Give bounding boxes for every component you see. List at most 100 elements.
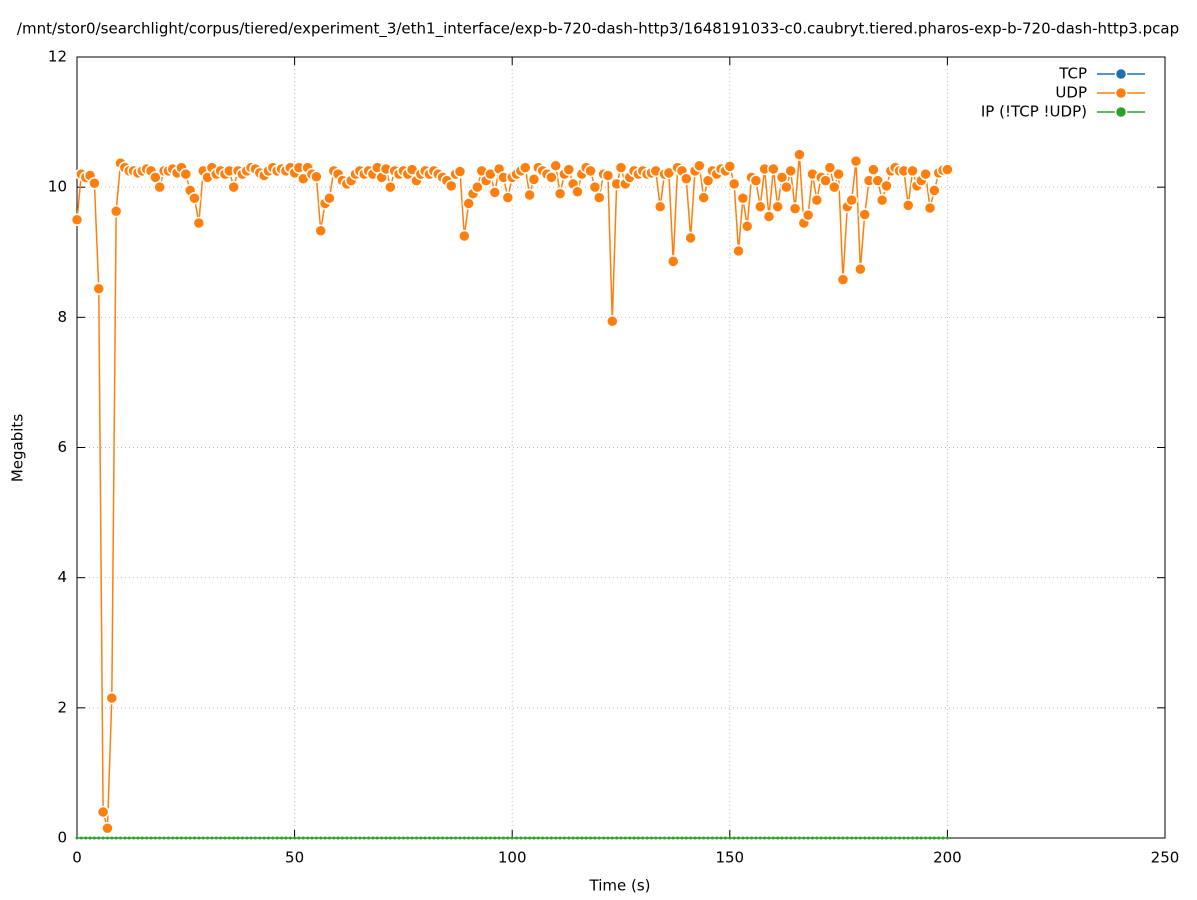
data-point [423,836,427,840]
data-point [519,161,532,174]
data-point [375,836,379,840]
data-point [876,836,880,840]
data-point [723,160,737,173]
data-point [528,836,532,840]
data-point [819,836,823,840]
data-point [123,836,127,840]
data-point [875,193,889,207]
data-point [880,179,893,193]
data-point [658,836,662,840]
data-point [784,164,797,178]
data-point [854,836,858,840]
data-point [506,836,510,840]
data-point [671,836,675,840]
data-point [797,836,801,840]
data-point [749,174,763,187]
data-point [306,836,310,840]
data-point [789,836,793,840]
data-point [101,836,105,840]
data-point [832,167,845,181]
data-point [523,836,527,840]
data-point [262,836,266,840]
data-point [458,229,471,243]
data-point [636,836,640,840]
data-point [532,836,536,840]
data-point [480,836,484,840]
data-point [841,836,845,840]
data-point [105,836,109,840]
data-point [745,836,749,840]
y-tick-label: 6 [57,438,67,456]
data-point [388,836,392,840]
data-point [693,159,706,172]
data-point [340,836,344,840]
data-point [663,836,667,840]
data-point [837,836,841,840]
data-point [884,836,888,840]
data-point [323,191,336,205]
data-point [88,177,101,190]
data-point [536,836,540,840]
data-point [919,167,932,181]
data-point [941,836,945,840]
data-point [493,836,497,840]
data-point [889,836,893,840]
data-point [684,836,688,840]
data-point [628,836,632,840]
data-point [602,836,606,840]
data-point [236,836,240,840]
data-point [253,836,257,840]
data-point [902,836,906,840]
data-point [362,836,366,840]
data-point [371,836,375,840]
data-point [571,836,575,840]
data-point [501,836,505,840]
data-point [166,836,170,840]
data-point [188,191,201,205]
data-point [784,836,788,840]
data-point [96,805,110,819]
data-point [854,262,867,276]
data-point [384,180,397,194]
y-tick-label: 2 [57,698,67,716]
data-point [523,188,536,202]
data-point [906,164,919,178]
data-point [945,836,949,840]
data-point [893,836,897,840]
data-point [680,836,684,840]
data-point [758,836,762,840]
data-point [345,836,349,840]
y-axis-label: Megabits [9,414,27,482]
data-point [70,213,84,226]
data-point [723,836,727,840]
data-point [867,163,880,176]
data-point [832,836,836,840]
data-point [132,836,136,840]
data-point [606,314,619,328]
data-point [615,836,619,840]
data-point [767,836,771,840]
legend-marker [1114,67,1128,81]
data-point [175,836,179,840]
data-point [527,173,541,186]
data-point [188,836,192,840]
data-point [153,180,166,194]
data-point [206,836,210,840]
data-point [271,836,275,840]
data-point [192,216,206,230]
data-point [310,836,314,840]
data-point [623,836,627,840]
data-point [358,836,362,840]
x-axis-label: Time (s) [589,877,651,895]
data-point [501,191,515,204]
data-point [219,836,223,840]
data-point [654,836,658,840]
data-point [898,836,902,840]
data-point [471,180,484,194]
data-point [197,836,201,840]
data-point [871,836,875,840]
data-point [776,836,780,840]
data-point [715,836,719,840]
data-point [497,836,501,840]
